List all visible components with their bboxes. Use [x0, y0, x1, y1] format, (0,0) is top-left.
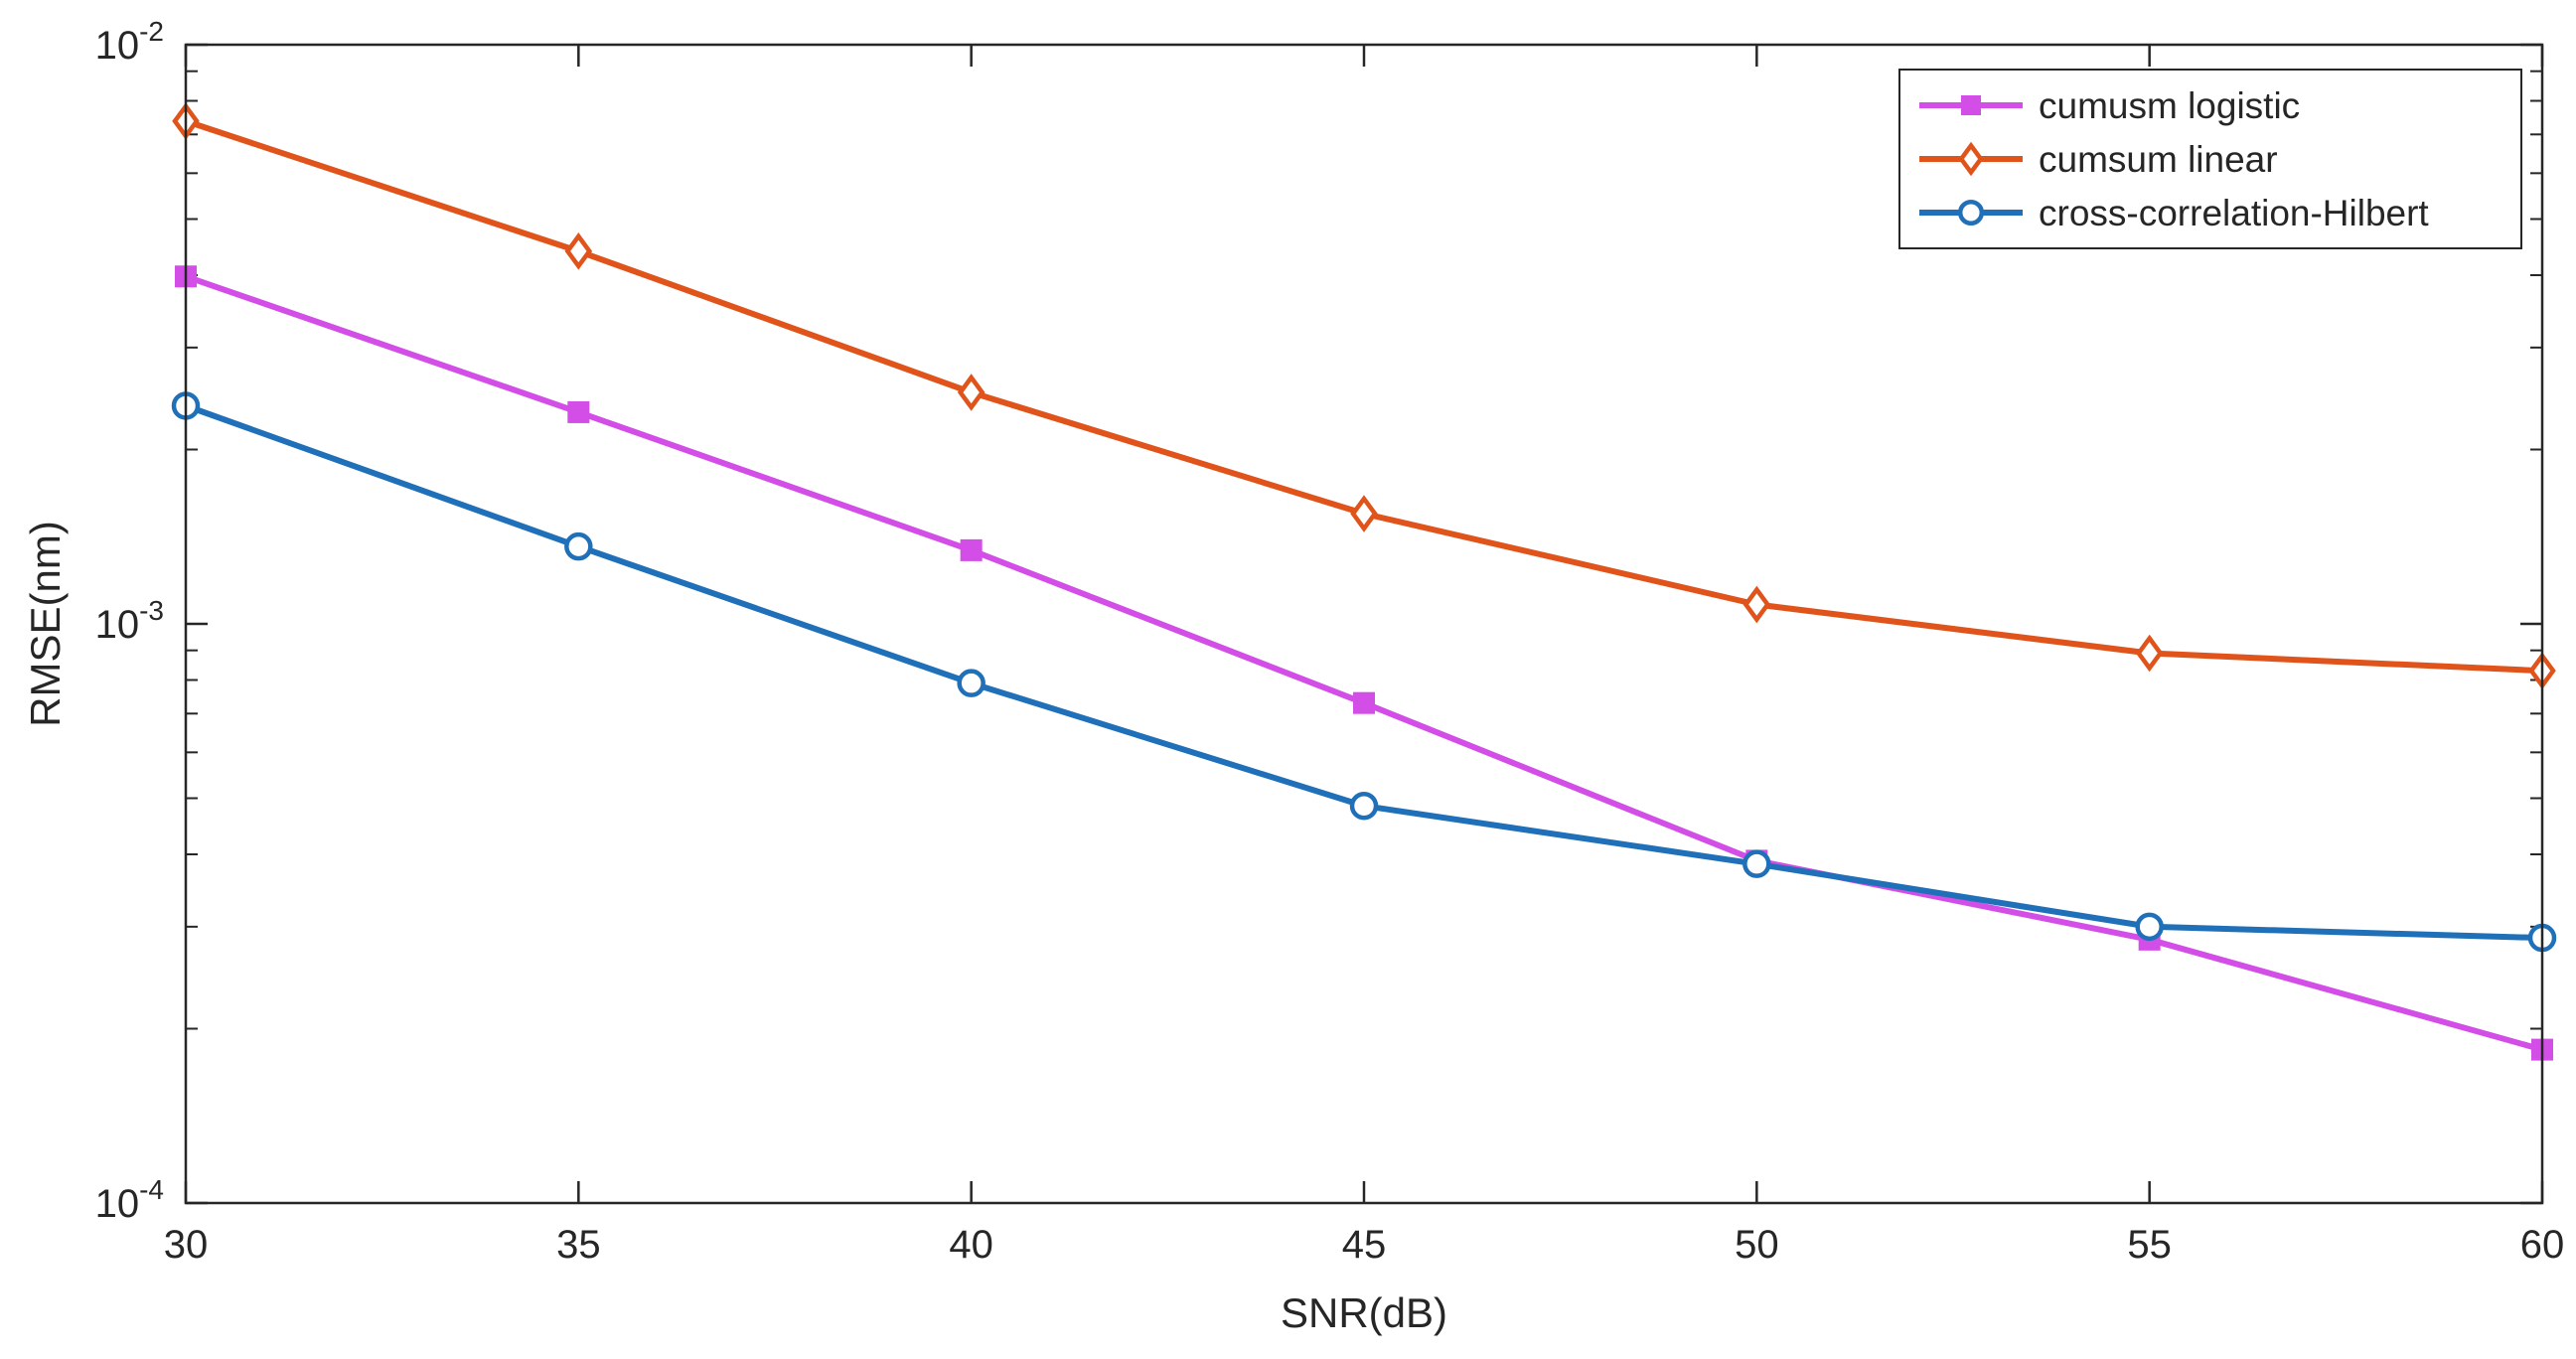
- data-point-square: [1353, 691, 1375, 714]
- legend-entry: cumsum linear: [1919, 139, 2278, 180]
- data-point-diamond: [1958, 141, 1984, 177]
- y-tick-label: 10-2: [95, 16, 164, 68]
- y-tick-labels: 10-2 10-3 10-4: [95, 16, 164, 1226]
- series-cross-correlation-hilbert: [171, 391, 2557, 953]
- legend-entry: cross-correlation-Hilbert: [1919, 193, 2429, 233]
- data-point-diamond: [957, 374, 985, 411]
- series-cumsum-linear: [172, 102, 2556, 689]
- data-point-diamond: [1743, 585, 1771, 624]
- legend-entry: cumusm logistic: [1919, 85, 2300, 126]
- x-axis-label: SNR(dB): [1281, 1289, 1447, 1336]
- x-tick-label: 45: [1342, 1223, 1387, 1267]
- data-point-circle: [1957, 199, 1985, 226]
- data-point-circle: [2135, 912, 2164, 942]
- y-tick-label: 10-4: [95, 1174, 164, 1226]
- x-tick-label: 35: [556, 1223, 601, 1267]
- data-point-square: [1961, 95, 1981, 115]
- legend-label: cumsum linear: [2039, 139, 2278, 180]
- x-tick-label: 55: [2127, 1223, 2172, 1267]
- data-point-circle: [1349, 791, 1379, 821]
- data-point-diamond: [564, 232, 593, 270]
- data-point-diamond: [2135, 634, 2164, 673]
- x-tick-label: 30: [164, 1223, 209, 1267]
- plot-frame: [184, 43, 2544, 1205]
- x-tick-labels: 30 35 40 45 50 55 60: [164, 1223, 2565, 1267]
- data-point-square: [960, 538, 983, 561]
- data-point-circle: [1743, 849, 1771, 878]
- legend-label: cross-correlation-Hilbert: [2039, 193, 2429, 233]
- legend: cumusm logistic cumsum linear cross-correl…: [1898, 69, 2522, 249]
- data-point-square: [567, 400, 590, 423]
- x-tick-label: 40: [949, 1223, 993, 1267]
- legend-label: cumusm logistic: [2039, 85, 2300, 126]
- series-layer: [171, 102, 2557, 1061]
- y-axis-label: RMSE(nm): [22, 521, 69, 727]
- x-tick-label: 50: [1735, 1223, 1779, 1267]
- data-point-diamond: [1350, 495, 1378, 532]
- y-tick-label: 10-3: [95, 595, 164, 647]
- data-point-circle: [564, 531, 593, 561]
- x-tick-label: 60: [2520, 1223, 2565, 1267]
- data-point-circle: [957, 669, 985, 697]
